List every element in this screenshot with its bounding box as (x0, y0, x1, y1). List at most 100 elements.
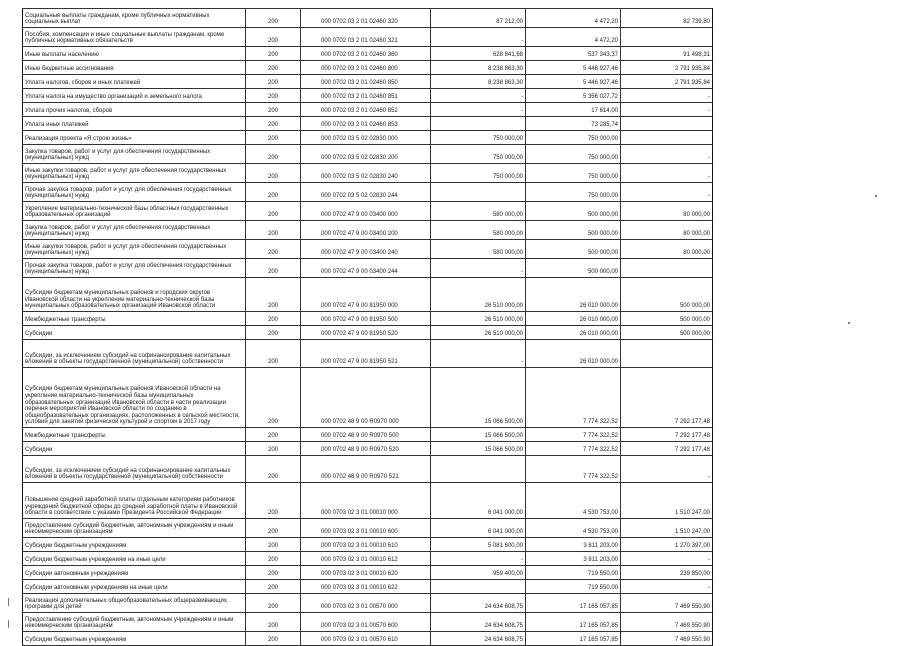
unexecuted-amount: 500 000,00 (620, 311, 713, 326)
budget-classification-code: 000 0702 47 9 00 03400 244 (300, 258, 431, 278)
table-row: Уплата налогов, сборов и иных платежей 20… (22, 74, 713, 89)
approved-amount: 580 000,00 (430, 239, 526, 259)
table-row: Пособия, компенсации и иные социальные в… (22, 27, 713, 47)
unexecuted-amount (620, 258, 713, 278)
row-description: Прочая закупка товаров, работ и услуг дл… (22, 258, 246, 278)
approved-amount: 26 510 000,00 (430, 311, 526, 326)
row-description: Иные выплаты населению (22, 46, 246, 61)
approved-amount: 628 841,68 (430, 46, 526, 61)
row-code: 200 (245, 482, 301, 519)
unexecuted-amount: 80 000,00 (620, 201, 713, 221)
unexecuted-amount: 82 739,80 (620, 8, 713, 28)
executed-amount: 17 165 057,85 (525, 593, 621, 613)
row-code: 200 (245, 258, 301, 278)
unexecuted-amount: 500 000,00 (620, 277, 713, 312)
budget-classification-code: 000 0702 47 9 00 03400 000 (300, 201, 431, 221)
executed-amount: 17 165 057,85 (525, 612, 621, 632)
row-description: Межбюджетные трансферты (22, 311, 246, 326)
approved-amount: 959 400,00 (430, 565, 526, 580)
budget-classification-code: 000 0703 02 3 01 00010 600 (300, 518, 431, 538)
budget-classification-code: 000 0702 03 5 02 02830 240 (300, 163, 431, 183)
unexecuted-amount: 7 292 177,48 (620, 441, 713, 456)
table-row: Прочая закупка товаров, работ и услуг дл… (22, 258, 713, 278)
table-row: Субсидии автономным учреждениям на иные … (22, 579, 713, 594)
row-description: Иные бюджетные ассигнования (22, 60, 246, 75)
table-row: Повышение средней заработной платы отдел… (22, 482, 713, 519)
unexecuted-amount: - (620, 88, 713, 103)
unexecuted-amount (620, 27, 713, 47)
budget-classification-code: 000 0702 47 9 00 81950 000 (300, 277, 431, 312)
budget-classification-code: 000 0703 02 3 01 00570 600 (300, 612, 431, 632)
executed-amount: 7 774 322,52 (525, 455, 621, 483)
row-description: Реализация проекта «Я строю жизнь» (22, 130, 246, 145)
approved-amount: - (430, 102, 526, 117)
row-description: Субсидии бюджетным учреждениям (22, 537, 246, 552)
row-description: Субсидии бюджетным учреждениям (22, 631, 246, 646)
budget-classification-code: 000 0702 03 2 01 02460 360 (300, 46, 431, 61)
budget-classification-code: 000 0702 48 9 00 R0970 520 (300, 441, 431, 456)
row-description: Закупка товаров, работ и услуг для обесп… (22, 144, 246, 164)
unexecuted-amount: 500 000,00 (620, 325, 713, 340)
executed-amount: 26 010 000,00 (525, 339, 621, 368)
scan-speck (8, 598, 9, 606)
row-description: Прочая закупка товаров, работ и услуг дл… (22, 182, 246, 202)
row-code: 200 (245, 339, 301, 368)
unexecuted-amount: 1 510 247,00 (620, 518, 713, 538)
scan-speck (8, 620, 9, 628)
row-description: Субсидии бюджетам муниципальных районов … (22, 367, 246, 428)
executed-amount: 7 774 322,52 (525, 367, 621, 428)
executed-amount: 750 000,00 (525, 144, 621, 164)
row-description: Социальные выплаты гражданам, кроме публ… (22, 8, 246, 28)
table-row: Иные бюджетные ассигнования 200 000 0702 0… (22, 60, 713, 75)
table-row: Уплата налога на имущество организаций и… (22, 88, 713, 103)
budget-classification-code: 000 0702 03 2 01 02460 321 (300, 27, 431, 47)
row-description: Иные закупки товаров, работ и услуг для … (22, 163, 246, 183)
unexecuted-amount: 2 791 935,84 (620, 74, 713, 89)
unexecuted-amount: 7 292 177,48 (620, 367, 713, 428)
table-row: Субсидии бюджетным учреждениям 200 000 070… (22, 537, 713, 552)
table-row: Межбюджетные трансферты 200 000 0702 48 9 … (22, 427, 713, 442)
unexecuted-amount: 91 498,31 (620, 46, 713, 61)
row-code: 200 (245, 27, 301, 47)
executed-amount: 5 446 927,46 (525, 74, 621, 89)
approved-amount (430, 116, 526, 131)
budget-classification-code: 000 0702 47 9 00 81950 500 (300, 311, 431, 326)
budget-classification-code: 000 0702 47 9 00 81950 520 (300, 325, 431, 340)
executed-amount: 5 356 027,72 (525, 88, 621, 103)
unexecuted-amount: 80 000,00 (620, 239, 713, 259)
row-description: Субсидии, за исключением субсидий на соф… (22, 455, 246, 483)
approved-amount (430, 455, 526, 483)
row-description: Субсидии автономным учреждениям на иные … (22, 579, 246, 594)
approved-amount: 750 000,00 (430, 144, 526, 164)
row-description: Субсидии автономным учреждениям (22, 565, 246, 580)
executed-amount: 7 774 322,52 (525, 427, 621, 442)
row-description: Повышение средней заработной платы отдел… (22, 482, 246, 519)
row-description: Уплата налога на имущество организаций и… (22, 88, 246, 103)
approved-amount: 750 000,00 (430, 130, 526, 145)
approved-amount: 24 634 608,75 (430, 631, 526, 646)
unexecuted-amount: - (620, 102, 713, 117)
row-code: 200 (245, 88, 301, 103)
executed-amount: 7 774 322,52 (525, 441, 621, 456)
approved-amount: 8 238 863,30 (430, 60, 526, 75)
row-code: 200 (245, 8, 301, 28)
executed-amount: 17 614,00 (525, 102, 621, 117)
budget-classification-code: 000 0703 02 3 01 00010 612 (300, 551, 431, 566)
row-code: 200 (245, 163, 301, 183)
executed-amount: 26 010 000,00 (525, 325, 621, 340)
budget-classification-code: 000 0702 47 9 00 81950 521 (300, 339, 431, 368)
approved-amount: 580 000,00 (430, 220, 526, 240)
row-description: Межбюджетные трансферты (22, 427, 246, 442)
approved-amount: - (430, 88, 526, 103)
executed-amount: 719 550,00 (525, 579, 621, 594)
table-row: Предоставление субсидий бюджетным, автон… (22, 612, 713, 632)
budget-classification-code: 000 0702 03 2 01 02460 852 (300, 102, 431, 117)
budget-classification-code: 000 0702 03 2 01 02460 853 (300, 116, 431, 131)
table-row: Реализация проекта «Я строю жизнь» 200 000… (22, 130, 713, 145)
row-description: Реализация дополнительных общеобразовате… (22, 593, 246, 613)
unexecuted-amount: 7 469 550,90 (620, 612, 713, 632)
row-description: Субсидии бюджетам муниципальных районов … (22, 277, 246, 312)
table-row: Реализация дополнительных общеобразовате… (22, 593, 713, 613)
approved-amount: 6 041 000,00 (430, 518, 526, 538)
row-description: Уплата налогов, сборов и иных платежей (22, 74, 246, 89)
